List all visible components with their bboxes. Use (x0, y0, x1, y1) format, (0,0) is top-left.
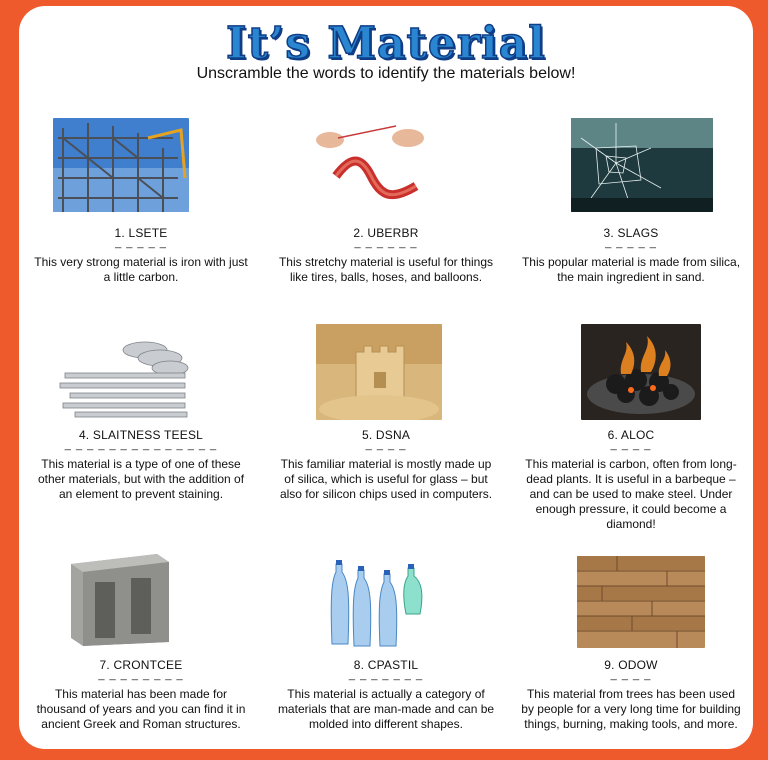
material-item-2: 2. UBERBR _ _ _ _ _ _ This stretchy mate… (264, 116, 508, 306)
burning-coal-photo (581, 324, 701, 420)
material-description: This familiar material is mostly made up… (279, 457, 493, 501)
material-item-8: 8. CPASTIL _ _ _ _ _ _ _ This material i… (264, 546, 508, 746)
material-name: 4. SLAITNESS TEESL (78, 428, 204, 442)
answer-blanks: _ _ _ _ _ (605, 237, 657, 249)
rubber-band-photo (316, 116, 426, 214)
cracked-glass-photo (571, 118, 713, 212)
material-name: 9. ODOW (604, 658, 658, 672)
material-item-6: 6. ALOC _ _ _ _ This material is carbon,… (509, 316, 753, 536)
material-name: 6. ALOC (607, 428, 655, 442)
wood-planks-photo (577, 556, 705, 648)
material-description: This very strong material is iron with j… (34, 255, 248, 284)
answer-blanks: _ _ _ _ _ _ (354, 237, 418, 249)
answer-blanks: _ _ _ _ (610, 669, 652, 681)
concrete-block-photo (67, 550, 173, 648)
material-name: 3. SLAGS (603, 226, 659, 240)
material-item-7: 7. CRONTCEE _ _ _ _ _ _ _ _ This materia… (19, 546, 263, 746)
material-description: This material is a type of one of these … (37, 457, 245, 501)
material-item-5: 5. DSNA _ _ _ _ This familiar material i… (264, 316, 508, 516)
material-description: This popular material is made from silic… (521, 255, 741, 284)
material-item-4: 4. SLAITNESS TEESL _ _ _ _ _ _ _ _ _ _ _… (19, 316, 263, 516)
material-description: This material is actually a category of … (277, 687, 495, 731)
sandcastle-photo (316, 324, 442, 420)
material-description: This stretchy material is useful for thi… (278, 255, 494, 284)
material-item-1: 1. LSETE _ _ _ _ _ This very strong mate… (19, 116, 263, 306)
answer-blanks: _ _ _ _ _ (115, 237, 167, 249)
cutlery-photo (55, 328, 189, 420)
worksheet-card: It’s Material Unscramble the words to id… (19, 6, 753, 749)
material-description: This material is carbon, often from long… (525, 457, 737, 531)
steel-frame-photo (53, 118, 189, 212)
answer-blanks: _ _ _ _ _ _ _ _ _ _ _ _ _ _ (64, 439, 218, 451)
material-description: This material has been made for thousand… (36, 687, 246, 731)
material-name: 1. LSETE (114, 226, 168, 240)
material-name: 8. CPASTIL (353, 658, 419, 672)
material-item-9: 9. ODOW _ _ _ _ This material from trees… (509, 546, 753, 746)
material-description: This material from trees has been used b… (521, 687, 741, 731)
material-item-3: 3. SLAGS _ _ _ _ _ This popular material… (509, 116, 753, 306)
answer-blanks: _ _ _ _ (365, 439, 407, 451)
plastic-bottles-photo (326, 554, 434, 650)
material-name: 2. UBERBR (353, 226, 419, 240)
page-subtitle: Unscramble the words to identify the mat… (196, 65, 576, 82)
answer-blanks: _ _ _ _ (610, 439, 652, 451)
material-name: 5. DSNA (361, 428, 411, 442)
page-title: It’s Material (225, 18, 546, 69)
answer-blanks: _ _ _ _ _ _ _ _ (98, 669, 184, 681)
answer-blanks: _ _ _ _ _ _ _ (348, 669, 424, 681)
material-name: 7. CRONTCEE (99, 658, 183, 672)
